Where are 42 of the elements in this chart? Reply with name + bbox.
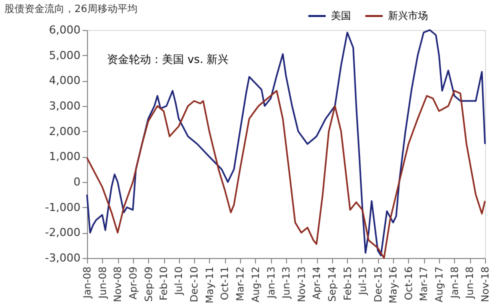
x-tick-label: Jan-13 [266, 266, 278, 300]
x-tick-label: Jan-08 [82, 266, 94, 300]
x-tick-label: Sep-14 [327, 266, 338, 302]
x-tick-label: Oct-16 [404, 266, 415, 300]
x-tick-label: Apr-14 [312, 266, 324, 300]
x-tick-label: Aug-17 [434, 266, 446, 302]
legend-label: 美国 [331, 10, 351, 22]
x-tick-label: Jul-15 [358, 266, 369, 296]
x-tick-label: Jun-08 [98, 266, 109, 300]
y-tick-label: 1,000 [49, 150, 80, 164]
x-tick-label: Dec-10 [190, 266, 201, 302]
x-tick-label: Nov-08 [113, 266, 124, 302]
x-tick-label: Feb-10 [159, 266, 170, 301]
x-tick-label: Nov-13 [296, 266, 308, 302]
x-tick-label: Jun-13 [281, 266, 292, 300]
y-tick-label: -3,000 [45, 252, 80, 264]
y-tick-label: -2,000 [45, 226, 80, 240]
x-tick-label: Jun-18 [465, 266, 476, 300]
y-tick-label: 0 [74, 176, 80, 188]
x-tick-label: Feb-15 [342, 266, 354, 301]
annotation: 资金轮动：美国 vs. 新兴 [107, 53, 229, 66]
x-tick-label: Aug-12 [250, 266, 262, 302]
x-tick-label: Oct-11 [220, 266, 232, 300]
x-tick-label: Sep-09 [144, 266, 155, 302]
x-tick-label: Jan-18 [450, 266, 461, 300]
line-series [86, 29, 486, 256]
y-tick-label: 2,000 [49, 124, 80, 138]
y-tick-label: 6,000 [49, 24, 80, 36]
x-tick-label: May-11 [204, 266, 216, 304]
x-tick-label: May-16 [388, 266, 400, 304]
x-tick-label: Apr-09 [128, 266, 140, 300]
x-tick-label: Mar-17 [419, 266, 430, 302]
y-tick-label: -1,000 [45, 200, 80, 214]
x-tick-label: Jul-10 [174, 266, 186, 296]
y-tick-label: 3,000 [49, 100, 80, 112]
x-tick-label: Nov-18 [480, 266, 492, 302]
chart-title: 股债资金流向，26周移动平均 [4, 3, 138, 15]
legend-label: 新兴市场 [388, 10, 428, 22]
y-tick-label: 5,000 [49, 48, 80, 62]
x-tick-label: Dec-15 [373, 266, 384, 302]
x-tick-label: Mar-12 [235, 266, 246, 302]
y-tick-label: 4,000 [49, 74, 80, 88]
